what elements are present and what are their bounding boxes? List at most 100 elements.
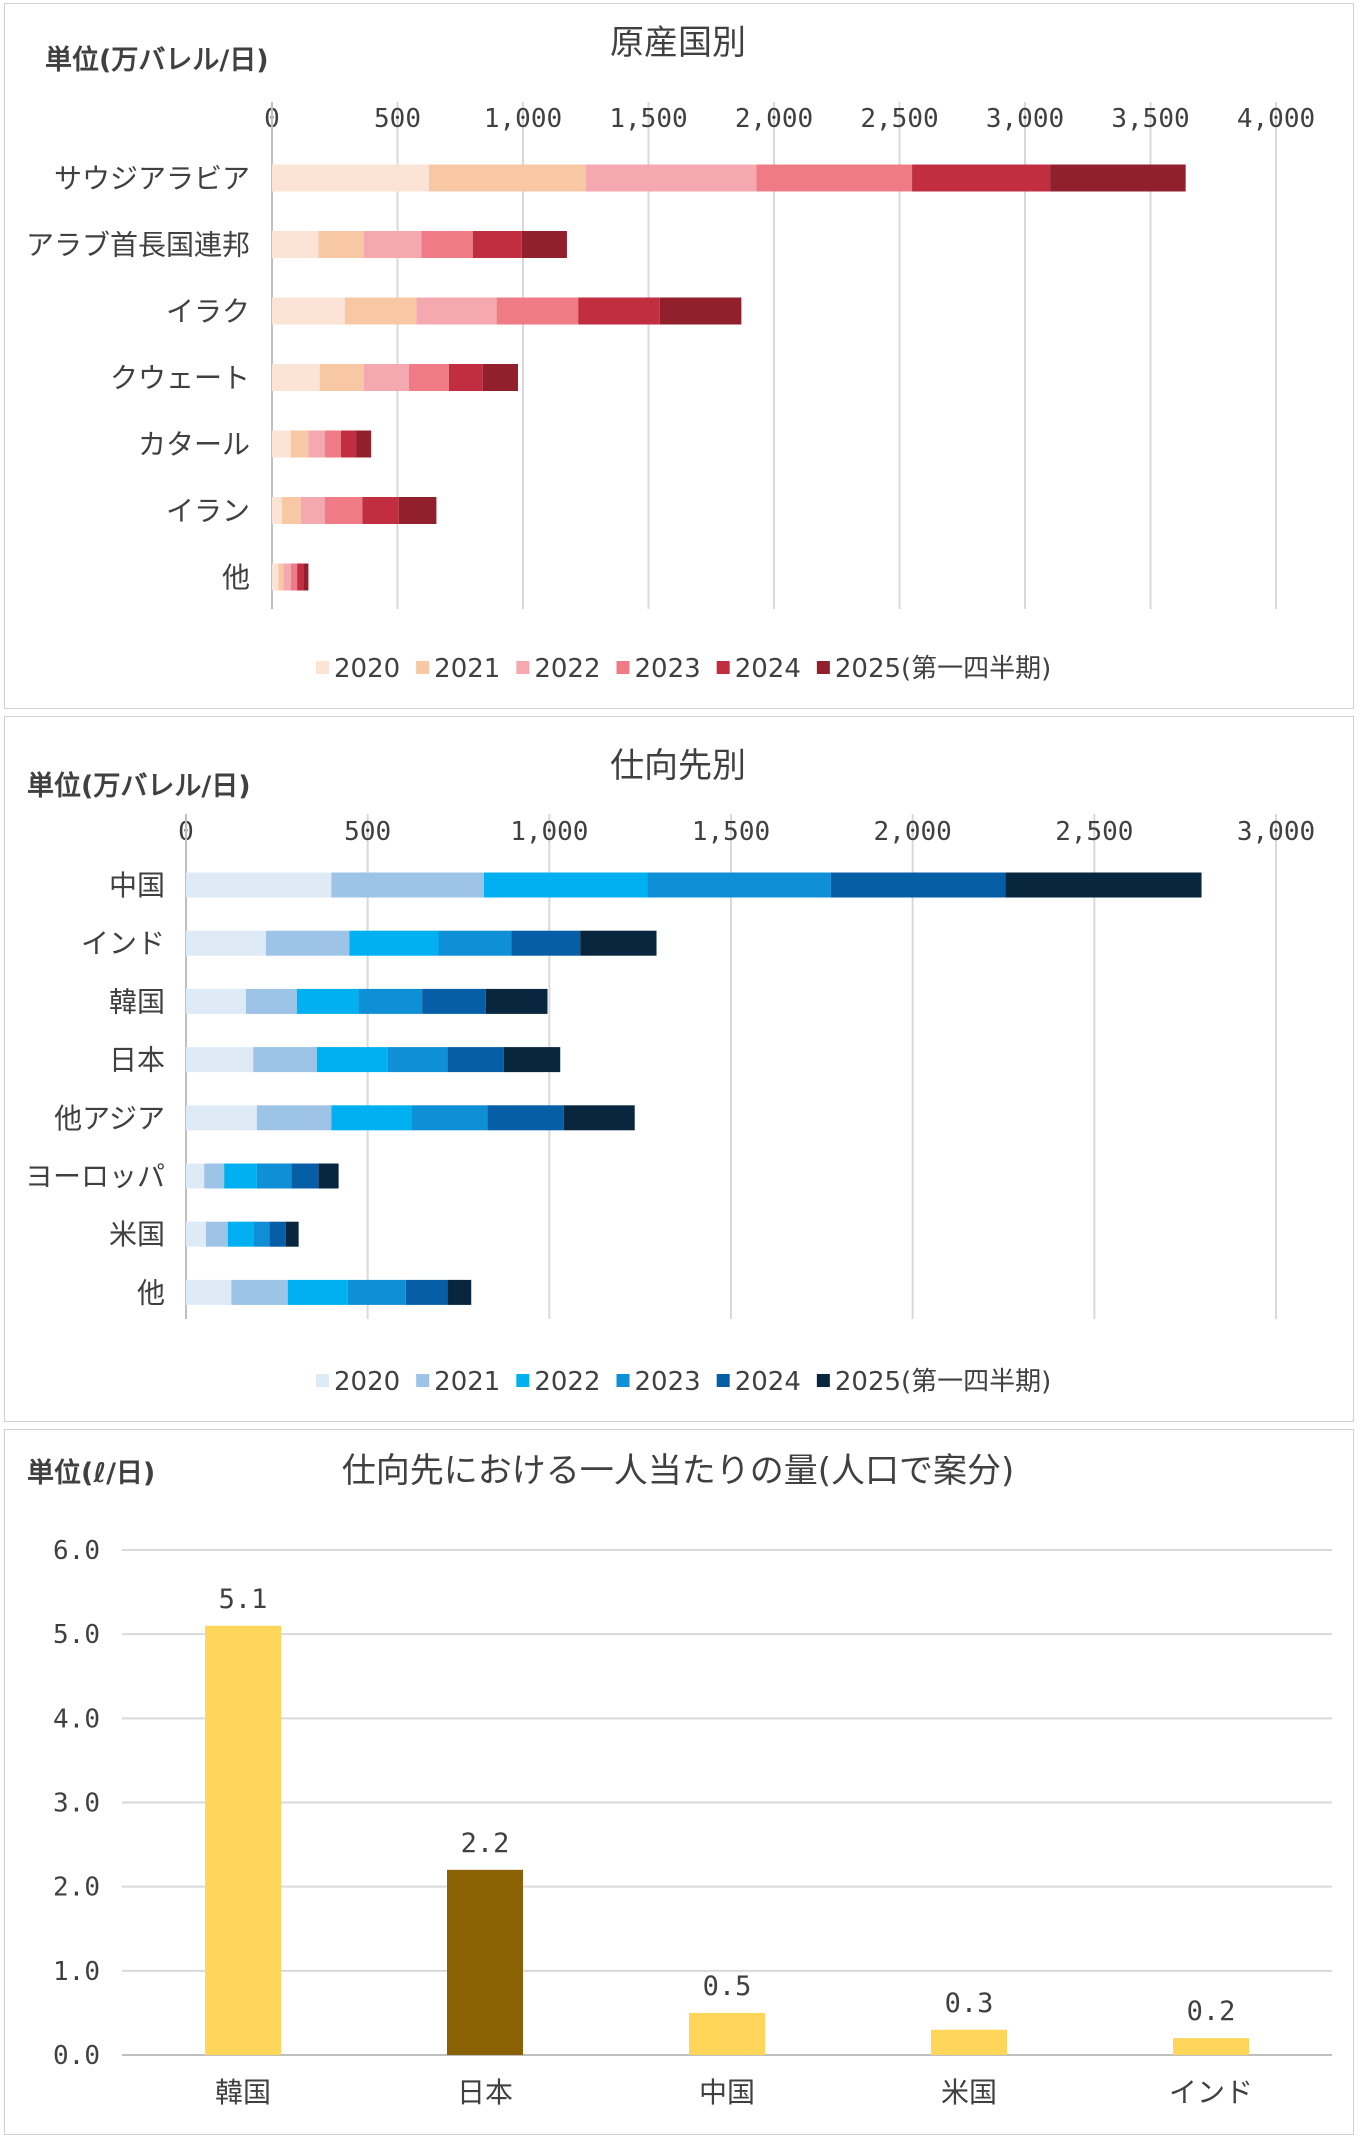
unit-label: 単位(ℓ/日): [27, 1457, 155, 1489]
legend-label: 2025(第一四半期): [835, 654, 1051, 684]
category-label: 米国: [109, 1218, 165, 1251]
legend-swatch: [716, 1374, 730, 1387]
data-label: 0.3: [945, 1988, 994, 2019]
bar-segment: [256, 1163, 292, 1189]
bar-segment: [272, 430, 291, 458]
bar-segment: [324, 497, 363, 524]
bar-segment: [411, 1105, 488, 1131]
bar-segment: [285, 1221, 299, 1247]
bar-segment: [563, 1105, 635, 1131]
bar-segment: [272, 497, 283, 524]
category-label: ヨーロッパ: [25, 1160, 165, 1193]
bar-segment: [398, 497, 437, 524]
x-tick-label: 3,000: [1237, 817, 1315, 847]
bar-segment: [186, 988, 246, 1014]
bar-segment: [186, 872, 332, 898]
bar-segment: [265, 930, 350, 956]
bar-segment: [387, 1047, 448, 1073]
bar-segment: [272, 297, 345, 325]
bar-segment: [578, 297, 660, 325]
destination-chart: 仕向先別 単位(万バレル/日) 05001,0001,5002,0002,500…: [25, 746, 1315, 1397]
bar-segment: [483, 872, 648, 898]
bar-segment: [344, 297, 417, 325]
bar-segment: [448, 364, 483, 391]
data-label: 0.5: [703, 1971, 752, 2002]
bar-segment: [438, 930, 512, 956]
x-tick-label: 2,500: [860, 104, 938, 134]
x-tick-label: 2,500: [1055, 817, 1133, 847]
legend-label: 2024: [735, 1367, 801, 1397]
bar-segment: [447, 1047, 504, 1073]
y-tick-label: 5.0: [53, 1620, 100, 1650]
bar-segment: [1050, 164, 1186, 192]
bar-segment: [290, 563, 298, 591]
bar-segment: [647, 872, 831, 898]
bar-segment: [422, 988, 486, 1014]
category-label: イラク: [166, 295, 250, 328]
bar-segment: [521, 231, 567, 258]
bar-segment: [756, 164, 913, 192]
legend-swatch: [516, 1374, 530, 1387]
legend-swatch: [816, 661, 830, 674]
legend-swatch: [416, 1374, 430, 1387]
bar-segment: [296, 988, 359, 1014]
bar-segment: [830, 872, 1006, 898]
bar-segment: [318, 1163, 339, 1189]
bar: [689, 2012, 765, 2055]
bar-segment: [416, 297, 497, 325]
bar-segment: [227, 1221, 254, 1247]
bar-segment: [331, 1105, 412, 1131]
legend-swatch: [616, 661, 630, 674]
origin-country-chart: 原産国別 単位(万バレル/日) 05001,0001,5002,0002,500…: [26, 23, 1315, 684]
x-tick-label: 3,500: [1111, 104, 1189, 134]
bar: [205, 1625, 281, 2055]
category-label: サウジアラビア: [54, 162, 250, 195]
legend-label: 2025(第一四半期): [835, 1367, 1051, 1397]
y-tick-label: 3.0: [53, 1789, 100, 1819]
category-label: 韓国: [109, 985, 165, 1018]
bar-segment: [316, 1047, 388, 1073]
chart-title: 原産国別: [610, 23, 746, 63]
y-tick-label: 2.0: [53, 1873, 100, 1903]
x-tick-label: 3,000: [986, 104, 1064, 134]
bar-segment: [186, 1105, 257, 1131]
x-tick-label: 1,000: [510, 817, 588, 847]
category-label: 他: [137, 1276, 165, 1309]
bar-segment: [224, 1163, 257, 1189]
bar-segment: [272, 231, 319, 258]
bar-segment: [287, 1279, 348, 1305]
bar-segment: [245, 988, 297, 1014]
bar-segment: [511, 930, 581, 956]
bar-segment: [356, 430, 372, 458]
bar-segment: [253, 1047, 317, 1073]
bar-segment: [585, 164, 757, 192]
bar-segment: [472, 231, 522, 258]
category-label: 日本: [457, 2076, 513, 2109]
legend-label: 2024: [735, 654, 801, 684]
bar-segment: [231, 1279, 288, 1305]
legend-label: 2020: [334, 654, 400, 684]
bar-segment: [331, 872, 484, 898]
data-label: 0.2: [1187, 1996, 1236, 2027]
bar-segment: [912, 164, 1051, 192]
bar-segment: [269, 1221, 286, 1247]
bar-segment: [405, 1279, 448, 1305]
category-label: 日本: [109, 1044, 165, 1077]
legend-swatch: [416, 661, 430, 674]
bar-segment: [186, 1221, 206, 1247]
bar-segment: [485, 988, 548, 1014]
legend-swatch: [316, 661, 329, 674]
category-label: 他: [222, 561, 250, 594]
bar-segment: [363, 364, 409, 391]
bar-segment: [272, 563, 279, 591]
category-label: 他アジア: [54, 1102, 165, 1135]
bar-segment: [421, 231, 473, 258]
bar-segment: [283, 563, 291, 591]
bar-segment: [204, 1163, 225, 1189]
category-label: インド: [81, 927, 165, 960]
x-tick-label: 1,500: [692, 817, 770, 847]
bar-segment: [428, 164, 586, 192]
bar-segment: [256, 1105, 332, 1131]
category-label: クウェート: [110, 362, 250, 395]
bar: [931, 2029, 1007, 2055]
